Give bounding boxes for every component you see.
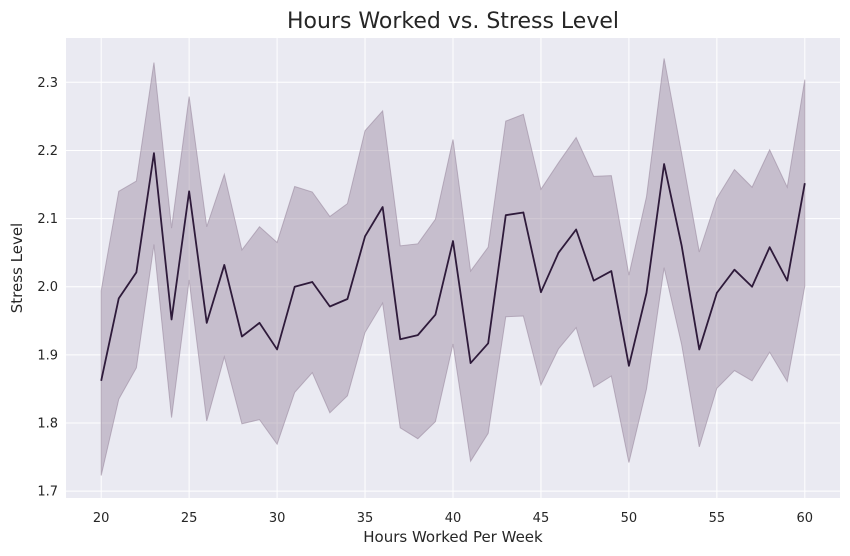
x-tick-label: 20 (93, 511, 110, 526)
y-axis-label: Stress Level (8, 223, 26, 313)
data-points (101, 153, 805, 381)
x-tick-label: 25 (181, 511, 198, 526)
y-tick-label: 1.8 (37, 417, 58, 432)
x-tick-label: 60 (797, 511, 814, 526)
chart-title: Hours Worked vs. Stress Level (287, 9, 619, 34)
x-tick-label: 50 (621, 511, 638, 526)
x-tick-label: 55 (709, 511, 726, 526)
y-tick-label: 1.9 (37, 348, 58, 363)
y-tick-labels: 1.7 1.8 1.9 2.0 2.1 2.2 2.3 (37, 76, 58, 500)
x-tick-label: 35 (357, 511, 374, 526)
y-tick-label: 2.0 (37, 280, 58, 295)
y-tick-label: 2.1 (37, 212, 58, 227)
confidence-band (100, 58, 806, 476)
x-tick-label: 45 (533, 511, 550, 526)
y-tick-label: 2.2 (37, 144, 58, 159)
y-gridlines (66, 81, 840, 492)
y-tick-label: 2.3 (37, 76, 58, 91)
x-tick-label: 40 (445, 511, 462, 526)
x-tick-label: 30 (269, 511, 286, 526)
x-axis-label: Hours Worked Per Week (363, 528, 543, 546)
y-tick-label: 1.7 (37, 485, 58, 500)
x-tick-labels: 20 25 30 35 40 45 50 55 60 (93, 511, 813, 526)
